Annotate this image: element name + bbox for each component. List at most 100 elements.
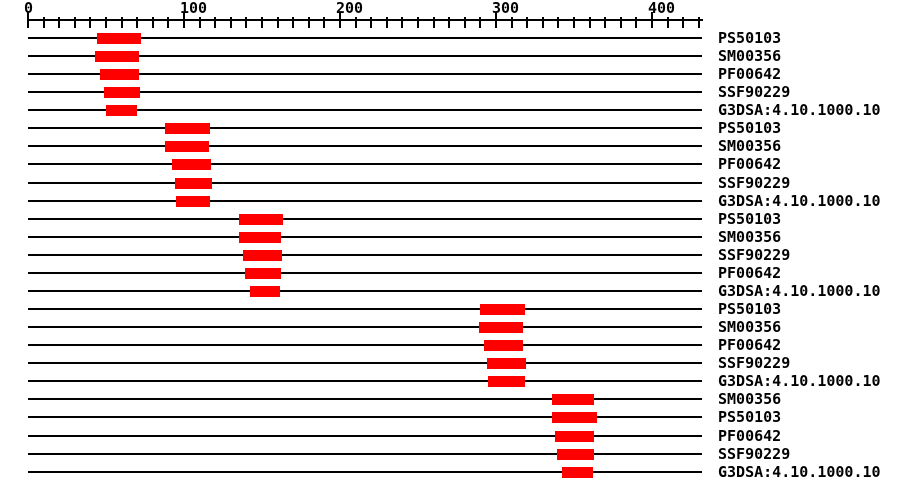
domain-bar (176, 196, 210, 207)
axis-minor-tick (573, 17, 575, 28)
row-line (28, 182, 702, 184)
axis-minor-tick (604, 17, 606, 28)
axis-tick-label: 200 (336, 0, 364, 17)
row-line (28, 91, 702, 93)
axis-minor-tick (682, 17, 684, 28)
axis-minor-tick (667, 17, 669, 28)
row-line (28, 344, 702, 346)
domain-bar (243, 250, 282, 261)
row-line (28, 218, 702, 220)
axis-minor-tick (448, 17, 450, 28)
row-label: SSF90229 (718, 246, 791, 264)
row-label: G3DSA:4.10.1000.10 (718, 463, 881, 481)
axis-minor-tick (277, 17, 279, 28)
row-line (28, 362, 702, 364)
axis-tick-label: 0 (24, 0, 34, 17)
domain-bar (104, 87, 140, 98)
axis-minor-tick (167, 17, 169, 28)
axis-minor-tick (74, 17, 76, 28)
axis-minor-tick (230, 17, 232, 28)
axis-minor-tick (557, 17, 559, 28)
axis-minor-tick (152, 17, 154, 28)
axis-tick-label: 100 (180, 0, 208, 17)
row-line (28, 416, 702, 418)
domain-bar (479, 322, 523, 333)
row-line (28, 236, 702, 238)
axis-minor-tick (308, 17, 310, 28)
row-line (28, 453, 702, 455)
axis-minor-tick (323, 17, 325, 28)
row-line (28, 109, 702, 111)
axis-minor-tick (292, 17, 294, 28)
axis-minor-tick (433, 17, 435, 28)
axis-major-tick (495, 12, 497, 28)
axis-tick-label: 400 (648, 0, 676, 17)
row-line (28, 326, 702, 328)
row-label: PS50103 (718, 300, 782, 318)
row-label: G3DSA:4.10.1000.10 (718, 101, 881, 119)
axis-major-tick (651, 12, 653, 28)
axis-minor-tick (417, 17, 419, 28)
row-label: SM00356 (718, 137, 782, 155)
row-label: SSF90229 (718, 445, 791, 463)
row-line (28, 55, 702, 57)
row-label: PS50103 (718, 408, 782, 426)
domain-bar (106, 105, 137, 116)
row-label: PS50103 (718, 119, 782, 137)
axis-minor-tick (89, 17, 91, 28)
domain-bar (552, 412, 597, 423)
domain-bar (562, 467, 593, 478)
row-label: PS50103 (718, 210, 782, 228)
axis-minor-tick (121, 17, 123, 28)
axis-minor-tick (214, 17, 216, 28)
domain-bar (555, 431, 594, 442)
axis-minor-tick (511, 17, 513, 28)
row-label: SSF90229 (718, 354, 791, 372)
row-line (28, 272, 702, 274)
row-line (28, 435, 702, 437)
axis-minor-tick (589, 17, 591, 28)
row-label: SSF90229 (718, 174, 791, 192)
axis-minor-tick (105, 17, 107, 28)
domain-bar (239, 214, 283, 225)
domain-bar (487, 358, 526, 369)
row-line (28, 200, 702, 202)
row-label: G3DSA:4.10.1000.10 (718, 192, 881, 210)
row-label: PF00642 (718, 336, 782, 354)
axis-minor-tick (635, 17, 637, 28)
axis-major-tick (339, 12, 341, 28)
domain-bar (175, 178, 212, 189)
row-label: SM00356 (718, 390, 782, 408)
axis-minor-tick (542, 17, 544, 28)
domain-bar (239, 232, 281, 243)
axis-major-tick (183, 12, 185, 28)
axis-minor-tick (245, 17, 247, 28)
axis-minor-tick (386, 17, 388, 28)
axis-minor-tick (526, 17, 528, 28)
domain-bar (95, 51, 139, 62)
domain-bar (97, 33, 141, 44)
row-line (28, 254, 702, 256)
row-label: PS50103 (718, 29, 782, 47)
row-line (28, 73, 702, 75)
row-line (28, 308, 702, 310)
domain-bar (165, 123, 210, 134)
row-label: G3DSA:4.10.1000.10 (718, 282, 881, 300)
domain-bar (250, 286, 280, 297)
row-label: SM00356 (718, 318, 782, 336)
axis-baseline (28, 19, 703, 21)
axis-minor-tick (261, 17, 263, 28)
axis-minor-tick (58, 17, 60, 28)
axis-minor-tick (479, 17, 481, 28)
axis-tick-label: 300 (492, 0, 520, 17)
domain-bar (480, 304, 525, 315)
row-label: PF00642 (718, 65, 782, 83)
axis-minor-tick (370, 17, 372, 28)
domain-bar (484, 340, 523, 351)
row-line (28, 145, 702, 147)
domain-bar (245, 268, 281, 279)
row-line (28, 290, 702, 292)
domain-bar (557, 449, 594, 460)
domain-bar (165, 141, 209, 152)
